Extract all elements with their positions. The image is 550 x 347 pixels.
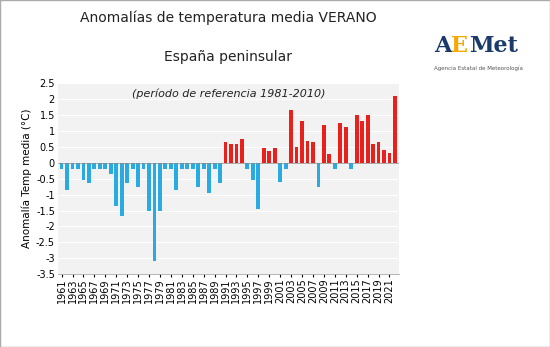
Bar: [98, 163, 102, 169]
Bar: [333, 163, 337, 169]
Bar: [169, 163, 173, 169]
Bar: [311, 142, 315, 163]
Bar: [125, 163, 129, 184]
Bar: [234, 144, 238, 163]
Bar: [87, 163, 91, 183]
Bar: [152, 163, 156, 261]
Bar: [136, 163, 140, 187]
Bar: [388, 153, 392, 163]
Bar: [224, 142, 228, 163]
Text: Met: Met: [469, 35, 518, 57]
Bar: [322, 125, 326, 163]
Bar: [393, 96, 397, 163]
Text: (período de referencia 1981-2010): (período de referencia 1981-2010): [131, 88, 325, 99]
Bar: [180, 163, 184, 169]
Bar: [306, 141, 310, 163]
Bar: [92, 163, 96, 169]
Bar: [377, 142, 381, 163]
Bar: [114, 163, 118, 206]
Bar: [245, 163, 249, 169]
Bar: [191, 163, 195, 169]
Bar: [109, 163, 113, 174]
Bar: [327, 154, 331, 163]
Bar: [338, 123, 342, 163]
Bar: [256, 163, 260, 209]
Y-axis label: Anomalía Temp media (°C): Anomalía Temp media (°C): [21, 109, 32, 248]
Bar: [355, 115, 359, 163]
Bar: [76, 163, 80, 169]
Bar: [174, 163, 178, 190]
Bar: [163, 163, 167, 169]
Bar: [196, 163, 200, 187]
Text: A: A: [434, 35, 452, 57]
Bar: [251, 163, 255, 180]
Bar: [267, 151, 271, 163]
Bar: [131, 163, 135, 169]
Bar: [70, 163, 74, 169]
Bar: [262, 149, 266, 163]
Bar: [103, 163, 107, 169]
Bar: [59, 163, 63, 169]
Bar: [289, 110, 293, 163]
Bar: [300, 121, 304, 163]
Bar: [65, 163, 69, 190]
Bar: [371, 144, 375, 163]
Bar: [218, 163, 222, 184]
Bar: [278, 163, 282, 182]
Bar: [147, 163, 151, 211]
Bar: [185, 163, 189, 169]
Text: España peninsular: España peninsular: [164, 50, 292, 64]
Bar: [349, 163, 353, 169]
Bar: [202, 163, 206, 169]
Bar: [316, 163, 320, 187]
Bar: [213, 163, 217, 169]
Bar: [229, 144, 233, 163]
Bar: [295, 147, 299, 163]
Bar: [240, 139, 244, 163]
Bar: [284, 163, 288, 169]
Text: Anomalías de temperatura media VERANO: Anomalías de temperatura media VERANO: [80, 10, 377, 25]
Bar: [360, 121, 364, 163]
Bar: [120, 163, 124, 216]
Text: E: E: [451, 35, 468, 57]
Text: Agencia Estatal de Meteorología: Agencia Estatal de Meteorología: [434, 66, 524, 71]
Bar: [382, 150, 386, 163]
Bar: [207, 163, 211, 193]
Bar: [142, 163, 145, 169]
Bar: [273, 149, 277, 163]
Bar: [158, 163, 162, 211]
Bar: [81, 163, 85, 180]
Bar: [366, 115, 370, 163]
Bar: [344, 127, 348, 163]
